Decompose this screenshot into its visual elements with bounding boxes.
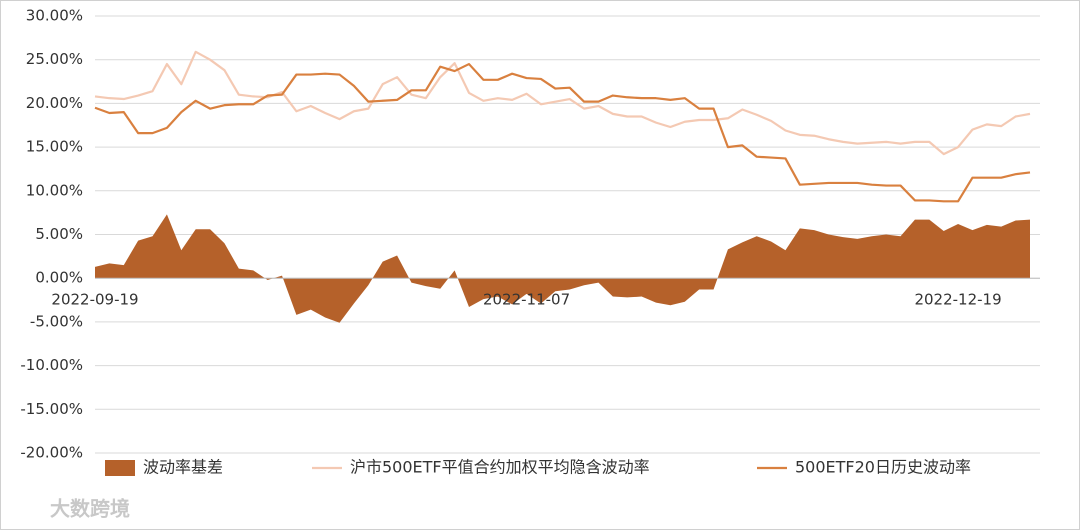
line [94,62,1031,203]
legend-label: 沪市500ETF平值合约加权平均隐含波动率 [350,458,650,477]
y-tick-label: 25.00% [26,50,83,68]
watermark: 大数跨境 [50,497,130,521]
axis: -20.00% -15.00% -10.00% -5.00% 0.00% 5.00% 10.… [20,7,1040,462]
y-tick-label: 15.00% [26,138,83,156]
x-tick-label: 2022-11-07 [483,291,570,309]
x-tick-label: 2022-12-19 [914,291,1001,309]
line [94,50,1031,156]
y-tick-label: -10.00% [20,356,83,374]
y-tick-label: 5.00% [35,225,83,243]
y-tick-label: -15.00% [20,400,83,418]
y-tick-label: 30.00% [26,7,83,25]
y-tick-label: 0.00% [35,269,83,287]
y-tick-label: -5.00% [30,312,83,330]
y-tick-label: -20.00% [20,444,83,462]
y-tick-label: 20.00% [26,94,83,112]
area [95,214,1030,323]
y-tick-label: 10.00% [26,181,83,199]
plot [94,50,1031,323]
legend: 波动率基差 沪市500ETF平值合约加权平均隐含波动率 500ETF20日历史波动率 [105,458,971,477]
legend-swatch [105,460,135,476]
legend-label: 500ETF20日历史波动率 [795,458,971,477]
legend-label: 波动率基差 [143,458,223,477]
x-tick-label: 2022-09-19 [51,291,138,309]
